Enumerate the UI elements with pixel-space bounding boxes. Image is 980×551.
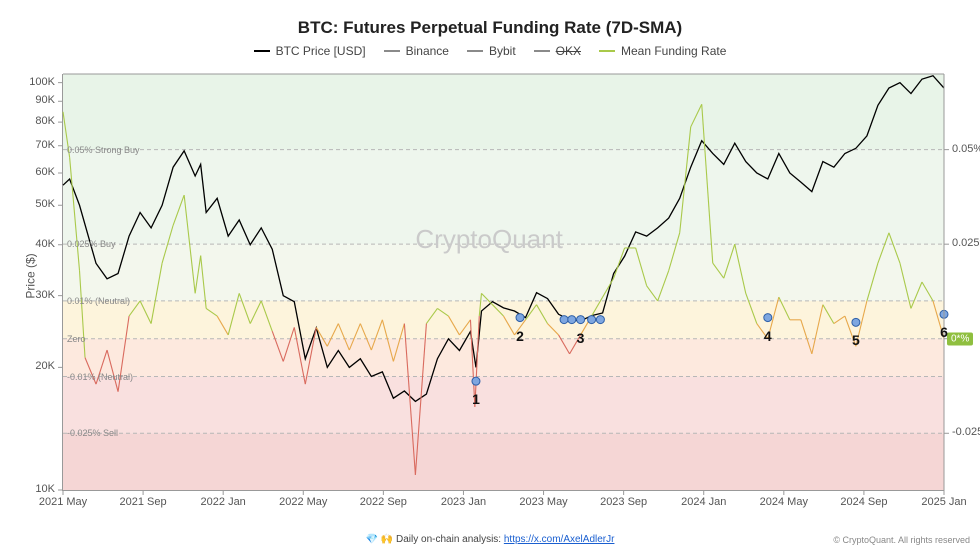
legend-item[interactable]: Mean Funding Rate: [599, 44, 726, 58]
y-tick: 70K: [35, 139, 55, 151]
y2-tick: 0.05%: [952, 143, 980, 155]
y-tick: 50K: [35, 198, 55, 210]
y-tick: 10K: [35, 483, 55, 495]
zone-label: -0.01% (Neutral): [67, 372, 133, 382]
y-tick: 90K: [35, 94, 55, 106]
y-tick: 80K: [35, 115, 55, 127]
x-tick: 2024 Jan: [681, 496, 726, 508]
x-tick: 2024 May: [760, 496, 808, 508]
footer-attribution: 💎 🙌 Daily on-chain analysis: https://x.c…: [366, 534, 615, 545]
annotation-number: 3: [577, 330, 585, 346]
legend: BTC Price [USD] Binance Bybit OKX Mean Fundi…: [0, 44, 980, 58]
zone-label: Zero: [67, 334, 86, 344]
y-tick: 40K: [35, 238, 55, 250]
y-tick: 20K: [35, 360, 55, 372]
chart-title: BTC: Futures Perpetual Funding Rate (7D-…: [0, 18, 980, 38]
x-tick: 2023 Jan: [441, 496, 486, 508]
y2-tick: -0.025%: [952, 426, 980, 438]
chart-svg: [63, 74, 944, 490]
zone-label: -0.025% Sell: [67, 428, 118, 438]
y-tick: 100K: [29, 76, 55, 88]
x-tick: 2022 Sep: [360, 496, 407, 508]
legend-item[interactable]: OKX: [534, 44, 581, 58]
footer-link[interactable]: https://x.com/AxelAdlerJr: [504, 534, 615, 545]
x-tick: 2021 May: [39, 496, 87, 508]
zone-label: 0.01% (Neutral): [67, 296, 130, 306]
x-tick: 2022 Jan: [201, 496, 246, 508]
legend-item[interactable]: Bybit: [467, 44, 516, 58]
annotation-number: 2: [516, 328, 524, 344]
x-tick: 2025 Jan: [921, 496, 966, 508]
legend-item[interactable]: BTC Price [USD]: [254, 44, 366, 58]
annotation-number: 6: [940, 324, 948, 340]
legend-item[interactable]: Binance: [384, 44, 449, 58]
y2-tick: 0.025%: [952, 237, 980, 249]
annotation-number: 5: [852, 332, 860, 348]
annotation-number: 4: [764, 328, 772, 344]
chart-container: BTC: Futures Perpetual Funding Rate (7D-…: [0, 0, 980, 551]
x-tick: 2023 May: [519, 496, 567, 508]
annotation-number: 1: [472, 391, 480, 407]
copyright: © CryptoQuant. All rights reserved: [833, 535, 970, 545]
zone-label: 0.025% Buy: [67, 239, 116, 249]
zone-label: 0.05% Strong Buy: [67, 145, 140, 155]
current-value-badge: 0*%: [947, 332, 973, 345]
footer-prefix: 💎 🙌 Daily on-chain analysis:: [366, 534, 504, 545]
plot-area: CryptoQuant 0.05% Strong Buy0.025% Buy0.…: [62, 74, 944, 491]
x-tick: 2021 Sep: [120, 496, 167, 508]
x-tick: 2024 Sep: [840, 496, 887, 508]
x-tick: 2022 May: [279, 496, 327, 508]
y-tick: 30K: [35, 289, 55, 301]
y-tick: 60K: [35, 166, 55, 178]
x-tick: 2023 Sep: [600, 496, 647, 508]
